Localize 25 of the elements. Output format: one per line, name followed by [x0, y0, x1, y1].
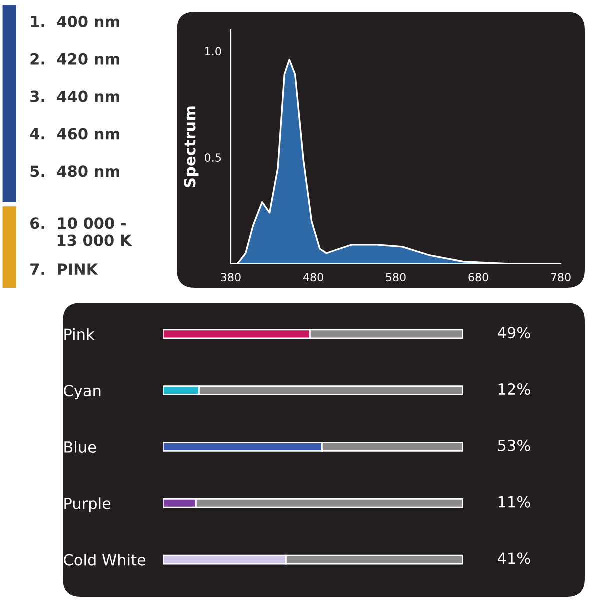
y-tick-label: Pink [64, 328, 95, 340]
data-label: 49% [498, 327, 530, 339]
x-tick-label: 680 [468, 273, 488, 282]
x-tick-label: 580 [386, 273, 406, 282]
y-tick-label: 1.0 [206, 47, 222, 56]
y-axis-title: Spectrum [184, 106, 199, 188]
y-tick-label: Blue [64, 441, 96, 454]
y-tick-label: Purple [64, 498, 111, 512]
data-label: 11% [498, 496, 530, 508]
text: 4. 460 nm [30, 128, 120, 140]
data-label: 12% [498, 383, 530, 396]
data-label: 53% [498, 440, 530, 452]
y-tick-label: Cyan [64, 385, 101, 400]
text: 5. 480 nm [30, 166, 120, 178]
text: 1. 400 nm [31, 16, 120, 28]
y-tick-label: 0.5 [205, 154, 221, 162]
x-tick-label: 780 [551, 273, 571, 282]
y-tick-label: Cold White [64, 554, 146, 566]
text: 6. 10 000 - 13 000 K [30, 218, 132, 246]
x-tick-label: 480 [303, 273, 324, 282]
x-tick-label: 380 [221, 273, 241, 282]
text: 2. 420 nm [30, 53, 120, 65]
data-label: 41% [498, 552, 530, 564]
text: 7. PINK [30, 264, 99, 275]
text: 3. 440 nm [30, 90, 120, 102]
